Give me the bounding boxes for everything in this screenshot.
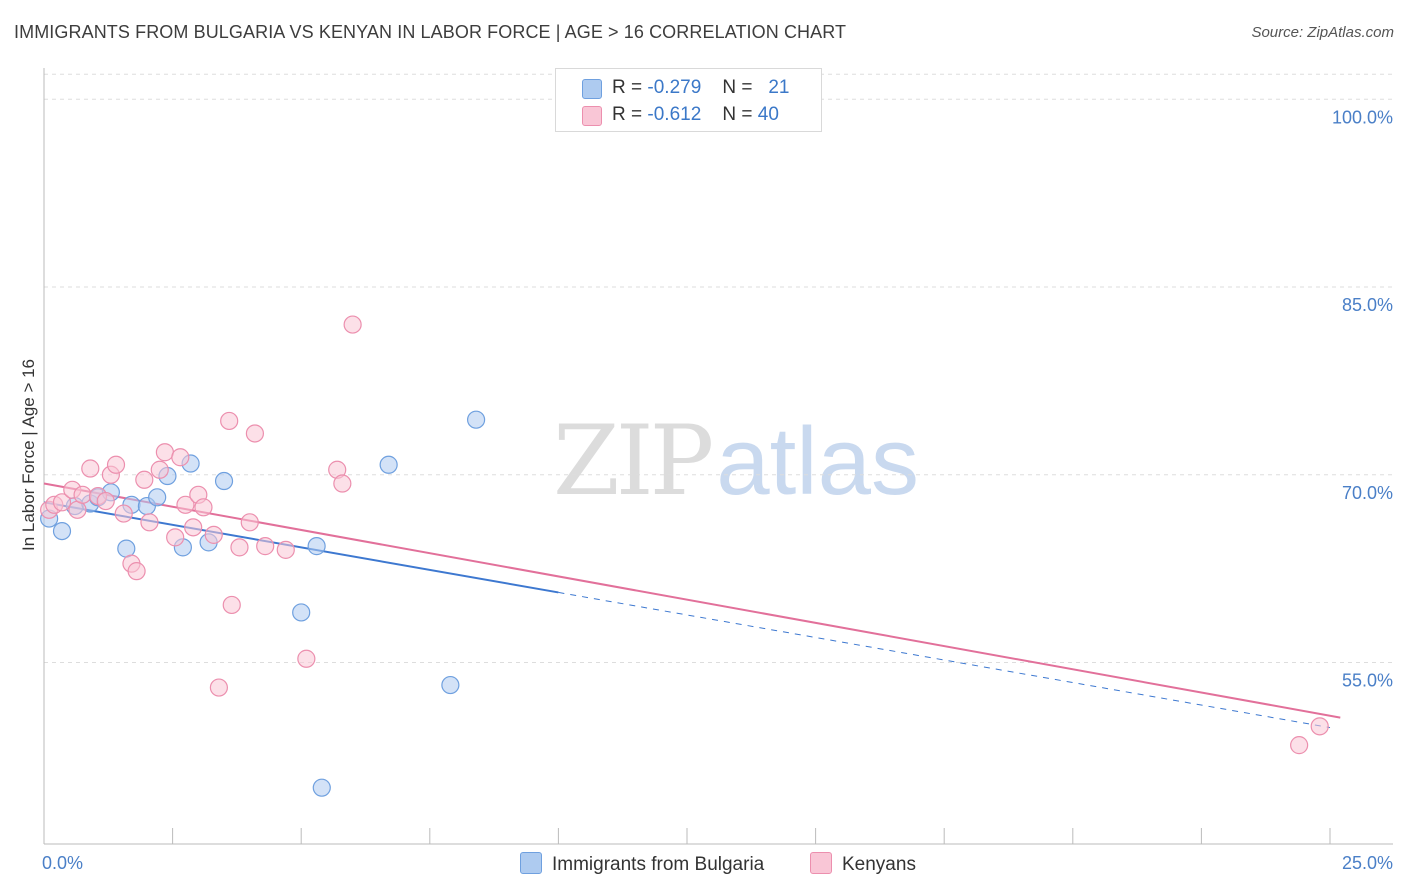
n-label: N = [722, 104, 753, 125]
point-bulgaria [312, 778, 331, 797]
n-value: 40 [757, 104, 779, 125]
point-kenyans [155, 443, 174, 462]
r-value: -0.612 [647, 104, 702, 125]
point-kenyans [184, 518, 203, 537]
y-tick-label: 55.0% [1342, 671, 1393, 691]
source-label: Source: ZipAtlas.com [1251, 24, 1394, 41]
data-points [40, 315, 1329, 797]
point-kenyans [256, 537, 275, 556]
trend-line-1 [43, 482, 1341, 719]
y-tick-label: 85.0% [1342, 295, 1393, 315]
point-kenyans [135, 470, 154, 489]
chart-title: IMMIGRANTS FROM BULGARIA VS KENYAN IN LA… [14, 22, 847, 42]
point-kenyans [176, 495, 195, 514]
point-bulgaria [52, 521, 72, 541]
point-kenyans [81, 459, 100, 478]
correlation-legend: R = -0.279 N = 21 R = -0.612 N = 40 [555, 68, 822, 132]
trend-extension-0 [558, 591, 1331, 729]
watermark-zip: ZIP [553, 405, 714, 517]
point-kenyans [140, 513, 159, 532]
gridlines [44, 73, 1393, 664]
legend-text-kenyans: R = -0.612 N = 40 [612, 104, 779, 126]
point-kenyans [220, 411, 239, 431]
point-kenyans [127, 562, 146, 581]
r-value: -0.279 [647, 77, 702, 98]
point-kenyans [240, 513, 259, 532]
point-kenyans [204, 525, 223, 544]
legend-swatch-bulgaria [582, 79, 602, 99]
point-bulgaria [214, 471, 234, 491]
point-kenyans [209, 678, 228, 697]
point-kenyans [73, 485, 92, 504]
point-kenyans [297, 649, 316, 668]
n-label: N = [722, 77, 753, 98]
point-bulgaria [466, 410, 486, 429]
point-kenyans [222, 595, 241, 615]
y-tick-label: 100.0% [1332, 107, 1393, 127]
point-kenyans [52, 493, 72, 512]
point-kenyans [114, 504, 133, 523]
point-kenyans [106, 455, 126, 474]
point-bulgaria [148, 488, 167, 507]
legend-text-bulgaria: R = -0.279 N = 21 [612, 77, 789, 99]
legend-swatch-kenyans [582, 106, 602, 126]
r-label: R = [612, 77, 643, 98]
point-kenyans [166, 528, 185, 547]
y-axis-label: In Labor Force | Age > 16 [19, 359, 38, 551]
n-value: 21 [768, 77, 790, 98]
r-label: R = [612, 104, 643, 125]
tick-labels: 100.0% 85.0% 70.0% 55.0% 0.0% 25.0% [42, 107, 1393, 873]
point-kenyans [343, 315, 362, 334]
point-kenyans [230, 538, 249, 557]
point-bulgaria [292, 603, 311, 622]
point-kenyans [194, 498, 213, 517]
point-bulgaria [307, 537, 326, 556]
point-kenyans [96, 491, 115, 511]
point-kenyans [68, 500, 87, 519]
point-kenyans [276, 540, 295, 559]
point-bulgaria [117, 539, 136, 558]
legend-label-kenyans: Kenyans [842, 854, 916, 875]
point-kenyans [245, 424, 265, 443]
point-kenyans [171, 448, 190, 467]
x-tick-label: 25.0% [1342, 853, 1393, 873]
legend-swatch-bulgaria [520, 852, 542, 874]
bottom-legend-bulgaria[interactable]: Immigrants from Bulgaria [520, 852, 764, 876]
point-bulgaria [379, 455, 398, 474]
y-tick-label: 70.0% [1342, 483, 1393, 503]
axes [43, 68, 1393, 845]
point-kenyans [333, 474, 352, 493]
watermark-atlas: atlas [716, 408, 919, 515]
bottom-legend-kenyans[interactable]: Kenyans [810, 852, 916, 876]
legend-label-bulgaria: Immigrants from Bulgaria [552, 854, 765, 875]
point-bulgaria [441, 675, 460, 695]
point-kenyans [150, 460, 169, 479]
legend-swatch-kenyans [810, 852, 832, 874]
watermark: ZIPatlas [553, 405, 919, 517]
point-kenyans [1310, 717, 1329, 736]
point-kenyans [1290, 736, 1309, 755]
x-tick-label: 0.0% [42, 853, 83, 873]
